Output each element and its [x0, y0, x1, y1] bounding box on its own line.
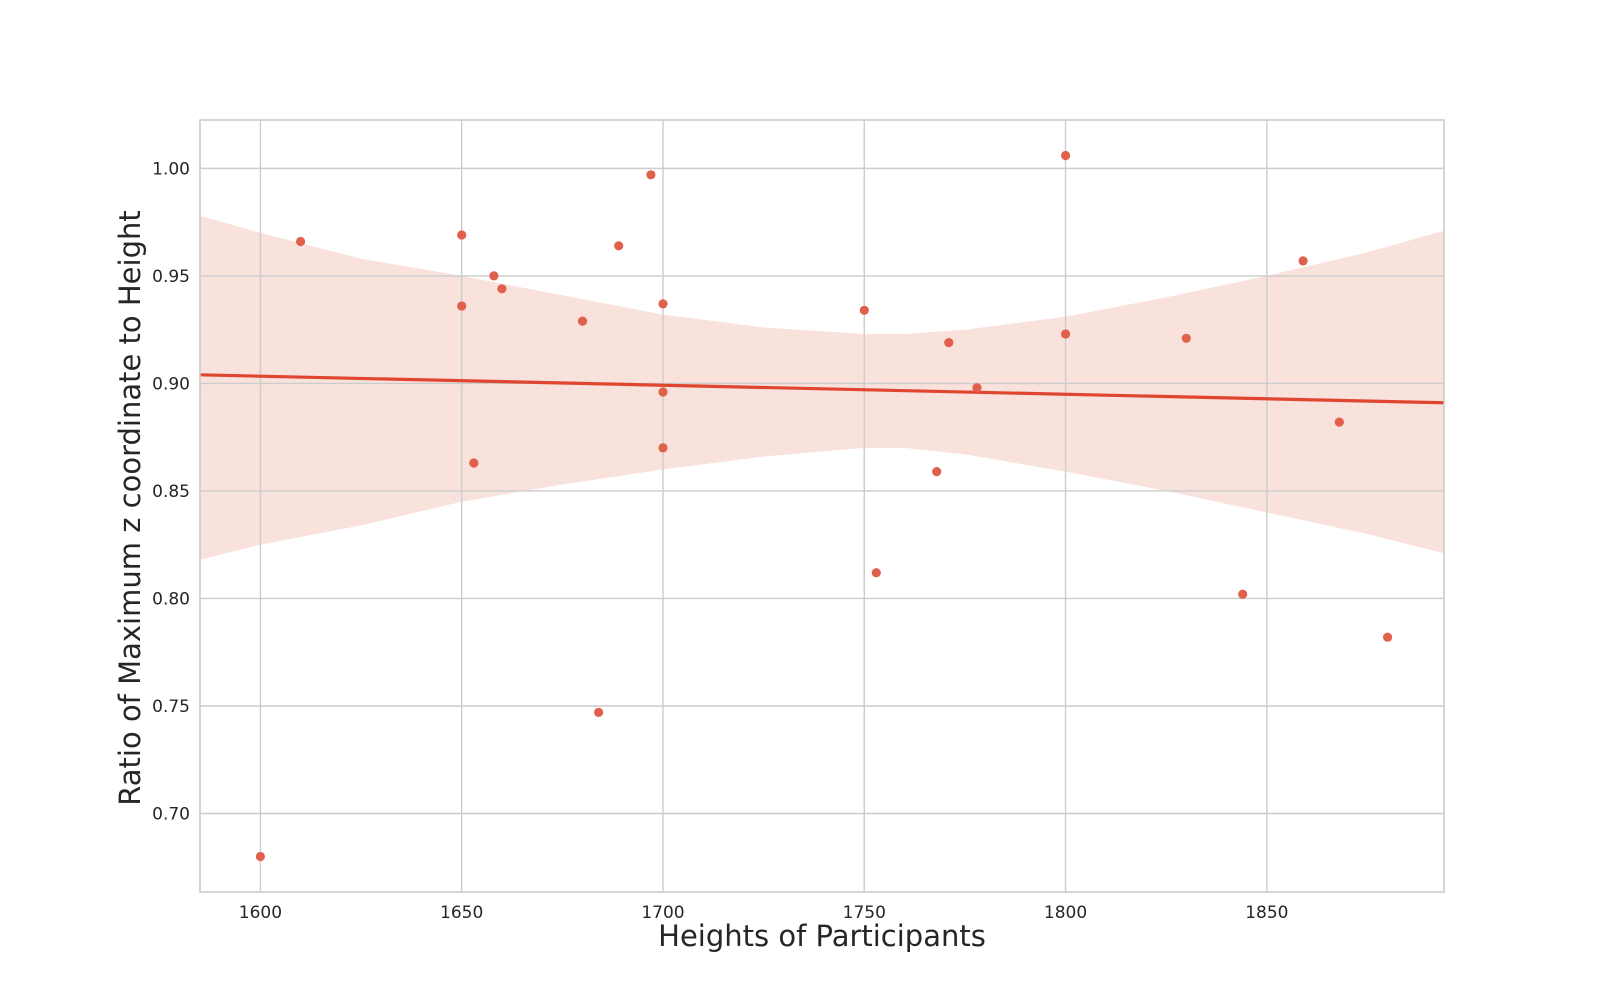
scatter-point [469, 458, 479, 468]
scatter-point [859, 305, 869, 315]
scatter-point [594, 707, 604, 718]
regression-line [199, 373, 1445, 405]
scatter-point [972, 383, 982, 393]
scatter-point [1061, 329, 1071, 339]
x-tick-label: 1650 [440, 903, 483, 923]
y-tick-label: 0.70 [152, 805, 190, 825]
scatter-point [658, 387, 668, 397]
scatter-point [614, 241, 624, 251]
y-tick-label: 0.75 [152, 697, 190, 717]
scatter-point [1061, 150, 1071, 161]
scatter-point [255, 851, 265, 862]
grid-layer [200, 120, 1444, 892]
y-axis-title: Ratio of Maximum z coordinate to Height [113, 210, 147, 805]
y-tick-labels: 0.70 0.75 0.80 0.85 0.90 0.95 1.00 [152, 159, 190, 824]
x-tick-label: 1700 [641, 903, 684, 923]
scatter-point [296, 236, 306, 247]
y-tick-label: 0.95 [152, 267, 190, 287]
scatter-point [1181, 333, 1191, 343]
scatter-point [658, 443, 668, 453]
x-tick-labels: 1600 1650 1700 1750 1800 1850 [239, 903, 1289, 923]
scatter-point [944, 338, 954, 348]
y-tick-label: 0.80 [152, 589, 190, 609]
scatter-point [871, 568, 881, 578]
scatter-point [1334, 417, 1344, 427]
x-axis-title: Heights of Participants [658, 919, 986, 953]
scatter-points-layer [255, 150, 1393, 862]
plot-frame [199, 119, 1445, 893]
scatter-point [577, 316, 588, 326]
x-tick-label: 1850 [1245, 903, 1288, 923]
scatter-point [497, 284, 507, 294]
x-tick-label: 1750 [843, 903, 886, 923]
regression-layer [199, 373, 1445, 405]
x-tick-label: 1800 [1044, 903, 1087, 923]
scatter-point [457, 230, 467, 240]
scatter-point [932, 467, 942, 477]
y-tick-label: 0.85 [152, 482, 190, 502]
x-tick-label: 1600 [239, 903, 282, 923]
scatter-point [489, 271, 499, 281]
scatter-point [658, 299, 668, 309]
scatter-point [646, 170, 656, 180]
scatter-point [1298, 256, 1308, 266]
y-tick-label: 1.00 [152, 159, 190, 179]
y-tick-label: 0.90 [152, 374, 190, 394]
scatter-point [1238, 589, 1248, 599]
scatter-point [457, 301, 467, 311]
scatter-point [1383, 632, 1393, 642]
